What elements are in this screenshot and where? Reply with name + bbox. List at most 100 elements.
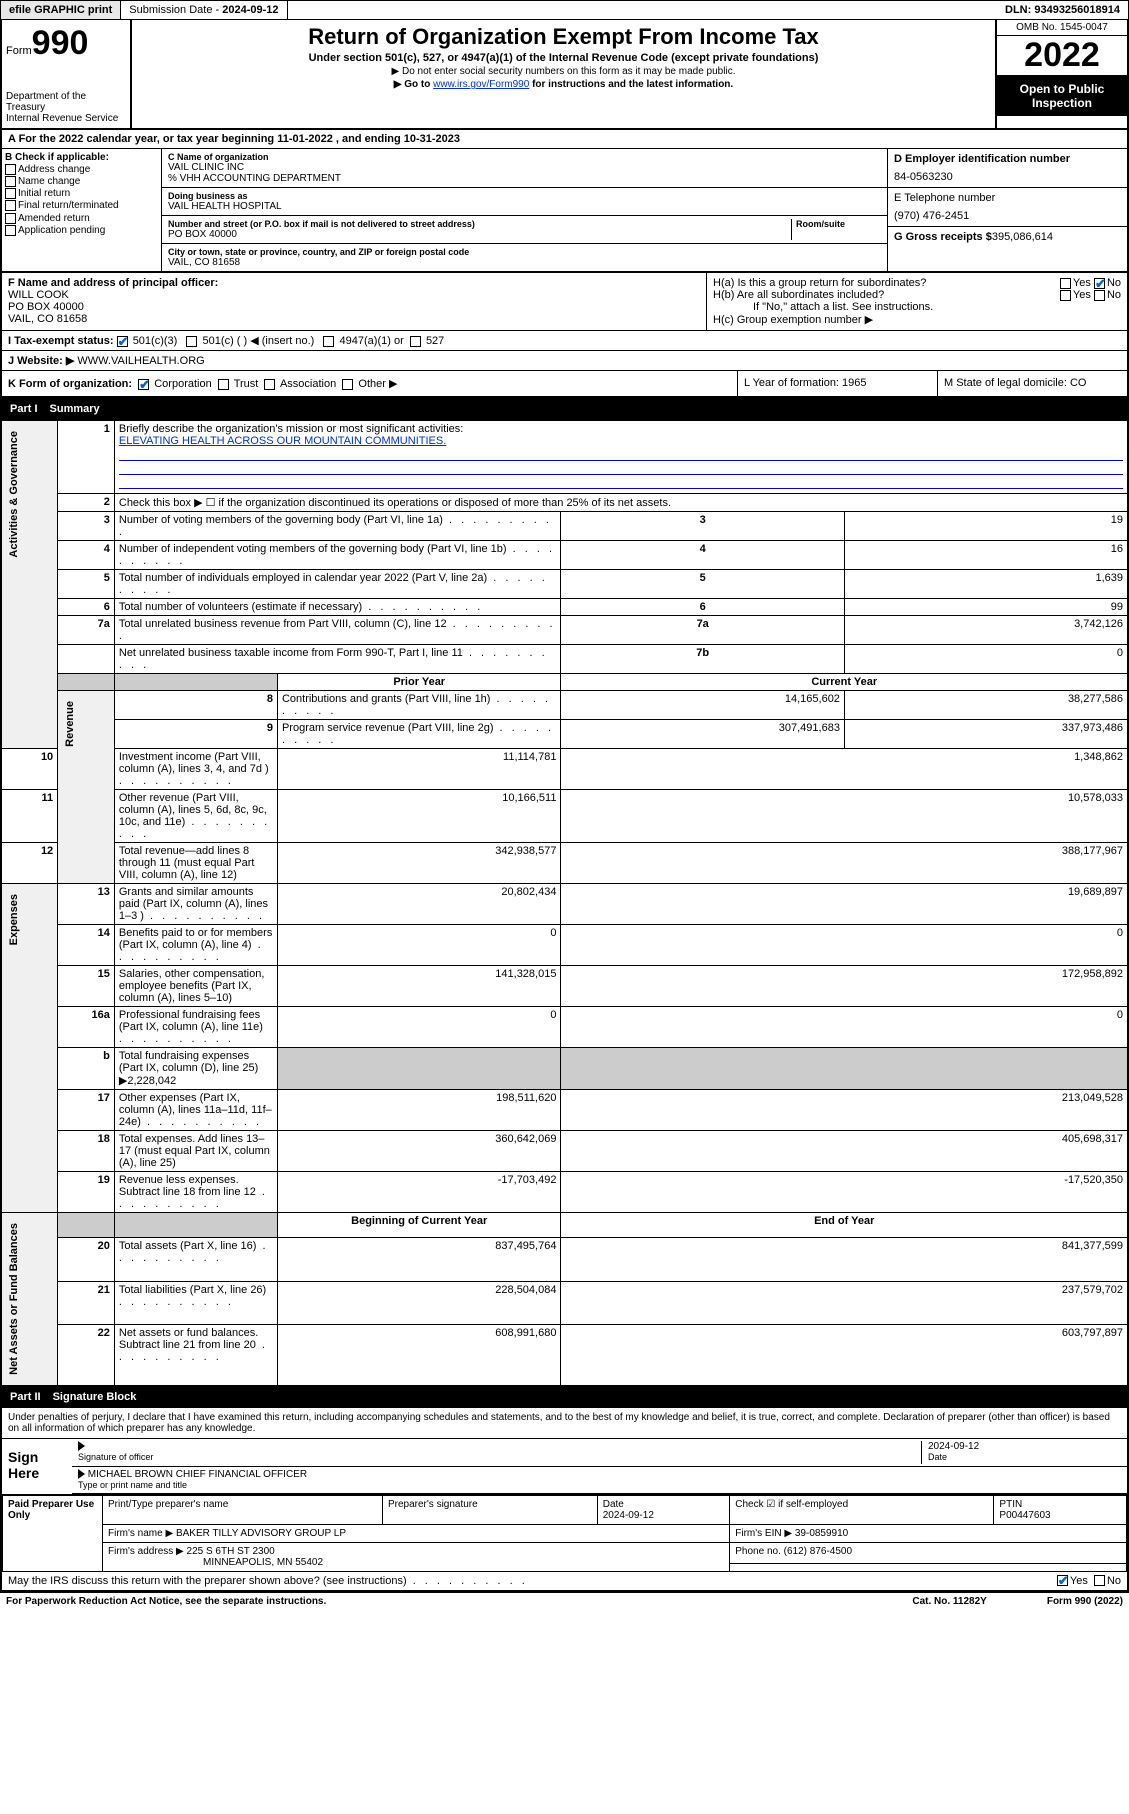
r7b-n <box>58 645 115 674</box>
cb-irs-no[interactable] <box>1094 1575 1105 1586</box>
section-d: D Employer identification number 84-0563… <box>888 149 1127 188</box>
r5-text: Total number of individuals employed in … <box>119 572 548 596</box>
submission-date: Submission Date - 2024-09-12 <box>121 1 287 19</box>
arrow-icon <box>78 1441 85 1451</box>
firm-name-label: Firm's name ▶ <box>108 1528 173 1539</box>
cb-irs-yes[interactable] <box>1057 1575 1068 1586</box>
nhdr-blank2 <box>114 1213 277 1238</box>
org-name-label: C Name of organization <box>168 152 881 162</box>
sign-here-row: Sign Here Signature of officer 2024-09-1… <box>2 1439 1127 1495</box>
cb-amended[interactable]: Amended return <box>5 213 158 224</box>
cb-4947[interactable] <box>323 336 334 347</box>
row-k-label: K Form of organization: <box>8 378 132 390</box>
r17-n: 17 <box>58 1090 115 1131</box>
cb-name-change[interactable]: Name change <box>5 176 158 187</box>
cb-app-pending[interactable]: Application pending <box>5 225 158 236</box>
section-b-c-d-e: B Check if applicable: Address change Na… <box>0 149 1129 273</box>
cb-address-change[interactable]: Address change <box>5 164 158 175</box>
r3-t: Number of voting members of the governin… <box>114 512 561 541</box>
row-k: K Form of organization: Corporation Trus… <box>2 371 1127 396</box>
tab-revenue-label: Revenue <box>62 693 78 755</box>
cb-assoc[interactable] <box>264 379 275 390</box>
r16a-n: 16a <box>58 1007 115 1048</box>
opt-trust: Trust <box>234 378 259 390</box>
irs-q-text: May the IRS discuss this return with the… <box>8 1575 528 1587</box>
r20-n: 20 <box>58 1238 115 1281</box>
efile-print-button[interactable]: efile GRAPHIC print <box>1 1 121 19</box>
tab-expenses: Expenses <box>1 884 58 1213</box>
tab-net-assets: Net Assets or Fund Balances <box>1 1213 58 1386</box>
r7b-text: Net unrelated business taxable income fr… <box>119 647 548 671</box>
r8-c: 38,277,586 <box>844 691 1128 720</box>
r16b-text: Total fundraising expenses (Part IX, col… <box>119 1050 258 1087</box>
prep-name-label: Print/Type preparer's name <box>103 1495 383 1524</box>
row-i-label: I Tax-exempt status: <box>8 335 114 347</box>
cb-other[interactable] <box>342 379 353 390</box>
cb-corp[interactable] <box>138 379 149 390</box>
sign-here-label: Sign Here <box>2 1439 72 1494</box>
r9-c: 337,973,486 <box>844 720 1128 749</box>
r22-text: Net assets or fund balances. Subtract li… <box>119 1327 268 1363</box>
footer: For Paperwork Reduction Act Notice, see … <box>0 1592 1129 1610</box>
sig-officer-line: Signature of officer 2024-09-12Date <box>72 1439 1127 1467</box>
r17-c: 213,049,528 <box>561 1090 1128 1131</box>
state-domicile: M State of legal domicile: CO <box>937 371 1127 396</box>
form-number: Form990 <box>6 24 126 63</box>
open-inspection: Open to Public Inspection <box>997 76 1127 116</box>
dept-treasury: Department of the Treasury Internal Reve… <box>6 91 126 124</box>
q1-text: Briefly describe the organization's miss… <box>119 423 463 435</box>
row-7b: Net unrelated business taxable income fr… <box>1 645 1128 674</box>
r6-t: Total number of volunteers (estimate if … <box>114 599 561 616</box>
row-14: 14Benefits paid to or for members (Part … <box>1 925 1128 966</box>
r11-c: 10,578,033 <box>561 790 1128 843</box>
org-care-of: % VHH ACCOUNTING DEPARTMENT <box>168 173 881 184</box>
r17-text: Other expenses (Part IX, column (A), lin… <box>119 1092 272 1128</box>
row-6: 6Total number of volunteers (estimate if… <box>1 599 1128 616</box>
cb-501c3[interactable] <box>117 336 128 347</box>
dba-label: Doing business as <box>168 191 881 201</box>
sig-intro: Under penalties of perjury, I declare th… <box>2 1408 1127 1439</box>
r16a-p: 0 <box>277 1007 560 1048</box>
form-header-mid: Return of Organization Exempt From Incom… <box>132 20 997 128</box>
sig-date-value: 2024-09-12 <box>928 1441 979 1452</box>
tab-governance: Activities & Governance <box>1 421 58 749</box>
officer-label: F Name and address of principal officer: <box>8 277 218 289</box>
row-21: 21Total liabilities (Part X, line 26)228… <box>1 1281 1128 1324</box>
r14-n: 14 <box>58 925 115 966</box>
firm-ein-value: 39-0859910 <box>795 1528 848 1539</box>
r15-p: 141,328,015 <box>277 966 560 1007</box>
ptin-label: PTIN <box>999 1499 1022 1510</box>
r16b-n: b <box>58 1048 115 1090</box>
city-row: City or town, state or province, country… <box>162 244 887 271</box>
ptin-cell: PTINP00447603 <box>994 1495 1127 1524</box>
cb-initial-return[interactable]: Initial return <box>5 188 158 199</box>
cb-501c[interactable] <box>186 336 197 347</box>
ein-value: 84-0563230 <box>894 171 1121 183</box>
hdr-blank1 <box>58 674 115 691</box>
part1-num: Part I <box>10 403 50 415</box>
q2-cell: Check this box ▶ ☐ if the organization d… <box>114 494 1128 512</box>
prep-date-val: 2024-09-12 <box>603 1510 654 1521</box>
r9-t: Program service revenue (Part VIII, line… <box>277 720 560 749</box>
irs-link[interactable]: www.irs.gov/Form990 <box>433 79 529 90</box>
omb-number: OMB No. 1545-0047 <box>997 20 1127 36</box>
cb-final-return[interactable]: Final return/terminated <box>5 200 158 211</box>
cb-527[interactable] <box>410 336 421 347</box>
r8-t: Contributions and grants (Part VIII, lin… <box>277 691 560 720</box>
r11-t: Other revenue (Part VIII, column (A), li… <box>114 790 277 843</box>
hdr-prior: Prior Year <box>277 674 560 691</box>
prep-date-cell: Date2024-09-12 <box>597 1495 730 1524</box>
mission-text: ELEVATING HEALTH ACROSS OUR MOUNTAIN COM… <box>119 435 446 447</box>
cb-trust[interactable] <box>218 379 229 390</box>
r9-text: Program service revenue (Part VIII, line… <box>282 722 554 746</box>
r7a-v: 3,742,126 <box>844 616 1128 645</box>
r6-n: 6 <box>58 599 115 616</box>
sig-fields: Signature of officer 2024-09-12Date MICH… <box>72 1439 1127 1494</box>
h-b-text: H(b) Are all subordinates included? <box>713 289 884 301</box>
r20-p: 837,495,764 <box>277 1238 560 1281</box>
phone-label: E Telephone number <box>894 192 995 204</box>
row-15: 15Salaries, other compensation, employee… <box>1 966 1128 1007</box>
r22-p: 608,991,680 <box>277 1324 560 1385</box>
r16a-c: 0 <box>561 1007 1128 1048</box>
r15-c: 172,958,892 <box>561 966 1128 1007</box>
